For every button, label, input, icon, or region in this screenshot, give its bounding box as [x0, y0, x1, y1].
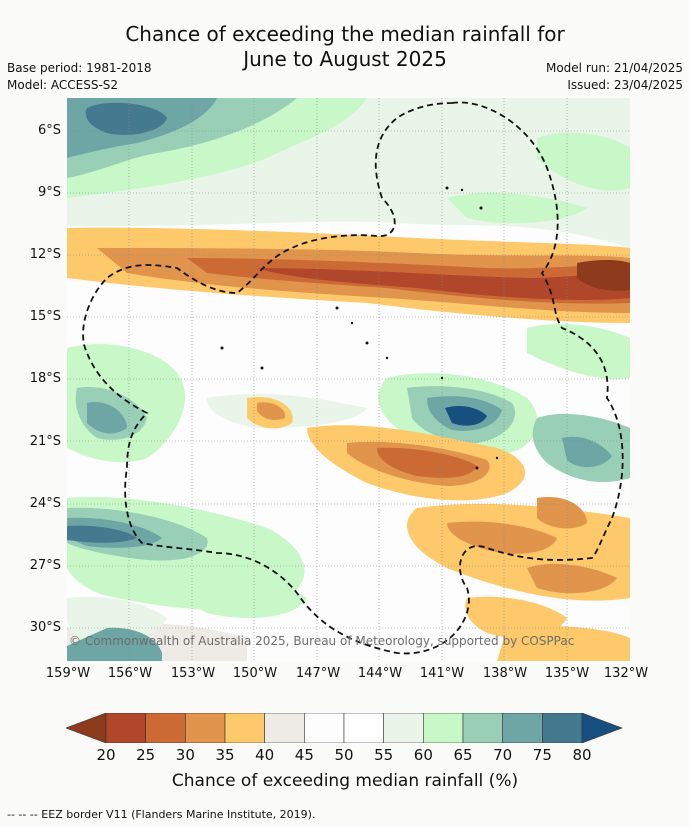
- lon-label-150w: 150°W: [232, 666, 278, 681]
- lat-label-24s: 24°S: [29, 496, 61, 511]
- lon-label-135w: 135°W: [544, 666, 590, 681]
- colorbar-tick-label: 65: [453, 746, 473, 764]
- lon-label-132w: 132°W: [603, 666, 649, 681]
- meta-right: Model run: 21/04/2025 Issued: 23/04/2025: [546, 60, 683, 94]
- colorbar-tick-label: 30: [175, 746, 195, 764]
- colorbar-segment: [264, 712, 305, 744]
- colorbar-label: Chance of exceeding median rainfall (%): [171, 771, 519, 791]
- copyright-note: © Commonwealth of Australia 2025, Bureau…: [69, 634, 575, 648]
- lat-label-30s: 30°S: [29, 620, 61, 635]
- lat-label-12s: 12°S: [29, 247, 61, 262]
- meta-left: Base period: 1981-2018 Model: ACCESS-S2: [7, 60, 152, 94]
- colorbar-segment: [304, 712, 345, 744]
- colorbar-svg: [65, 712, 623, 744]
- colorbar-segment: [343, 712, 384, 744]
- island-markers: [220, 186, 499, 470]
- colorbar-segment: [145, 712, 186, 744]
- lat-label-18s: 18°S: [29, 371, 61, 386]
- lat-label-15s: 15°S: [29, 309, 61, 324]
- base-period: Base period: 1981-2018: [7, 61, 152, 75]
- lon-label-138w: 138°W: [482, 666, 528, 681]
- colorbar-tick-label: 25: [136, 746, 156, 764]
- eez-border: [82, 101, 624, 655]
- colorbar-tick-label: 60: [413, 746, 433, 764]
- eez-footnote: -- -- -- EEZ border V11 (Flanders Marine…: [7, 808, 316, 821]
- lat-label-21s: 21°S: [29, 434, 61, 449]
- lat-label-9s: 9°S: [37, 185, 61, 200]
- map-canvas: [67, 98, 630, 661]
- colorbar-tick-label: 20: [96, 746, 116, 764]
- lon-label-156w: 156°W: [107, 666, 153, 681]
- lon-label-144w: 144°W: [357, 666, 403, 681]
- lon-label-147w: 147°W: [295, 666, 341, 681]
- colorbar-segment: [502, 712, 543, 744]
- colorbar-under-arrow: [65, 712, 107, 744]
- colorbar-segment: [224, 712, 265, 744]
- colorbar-tick-label: 50: [334, 746, 354, 764]
- colorbar-over-arrow: [581, 712, 623, 744]
- lon-label-141w: 141°W: [419, 666, 465, 681]
- lat-label-27s: 27°S: [29, 558, 61, 573]
- issued-date: Issued: 23/04/2025: [567, 78, 683, 92]
- colorbar-tick-label: 75: [532, 746, 552, 764]
- colorbar-tick-label: 35: [215, 746, 235, 764]
- model-name: Model: ACCESS-S2: [7, 78, 119, 92]
- lon-label-159w: 159°W: [45, 666, 91, 681]
- colorbar: [65, 712, 626, 747]
- rainfall-map: [67, 98, 630, 661]
- colorbar-segment: [185, 712, 226, 744]
- colorbar-tick-label: 40: [255, 746, 275, 764]
- colorbar-segment: [462, 712, 503, 744]
- lon-label-153w: 153°W: [170, 666, 216, 681]
- colorbar-tick-label: 55: [374, 746, 394, 764]
- wet-region-north: [67, 98, 630, 248]
- wet-region-southwest: [67, 497, 307, 661]
- gridlines: [67, 98, 630, 661]
- colorbar-tick-label: 45: [294, 746, 314, 764]
- map-title: Chance of exceeding the median rainfall …: [125, 22, 565, 71]
- dry-band: [67, 227, 630, 323]
- model-run: Model run: 21/04/2025: [545, 61, 683, 75]
- dry-band-south: [67, 397, 630, 661]
- colorbar-segment: [105, 712, 146, 744]
- colorbar-tick-label: 70: [493, 746, 513, 764]
- lat-label-6s: 6°S: [37, 123, 61, 138]
- colorbar-segment: [423, 712, 464, 744]
- colorbar-segment: [542, 712, 583, 744]
- colorbar-tick-label: 80: [572, 746, 592, 764]
- colorbar-segment: [383, 712, 424, 744]
